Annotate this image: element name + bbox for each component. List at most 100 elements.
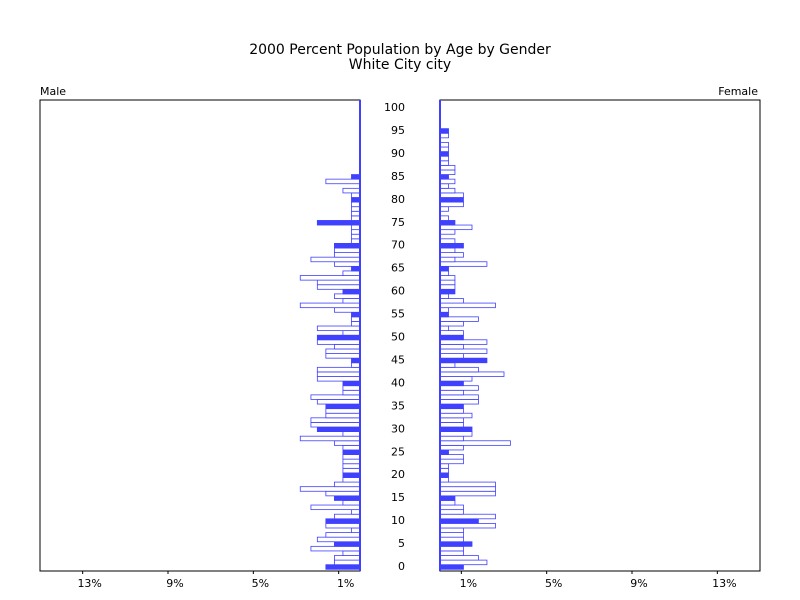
bar xyxy=(333,513,361,520)
bar xyxy=(439,229,456,235)
bar xyxy=(351,174,361,180)
bar xyxy=(439,412,473,419)
bar xyxy=(439,174,449,180)
bar xyxy=(439,243,464,249)
bar xyxy=(333,559,361,566)
bar xyxy=(342,187,361,194)
bar xyxy=(316,284,361,290)
age-label: 45 xyxy=(391,353,405,366)
bar xyxy=(351,192,361,198)
bar xyxy=(351,206,361,212)
bar xyxy=(439,330,464,336)
bar xyxy=(316,339,361,345)
bar xyxy=(316,366,361,373)
bar xyxy=(325,412,361,419)
bar xyxy=(439,532,464,538)
bar xyxy=(325,518,361,524)
bar xyxy=(316,334,361,341)
bar xyxy=(342,500,361,506)
bar xyxy=(439,371,505,377)
bar xyxy=(439,215,449,221)
bar xyxy=(439,550,464,556)
bar xyxy=(439,238,456,244)
bar xyxy=(325,532,361,538)
bar xyxy=(439,536,464,543)
bar xyxy=(351,201,361,208)
bar xyxy=(439,564,464,570)
bar xyxy=(439,486,496,492)
bar xyxy=(439,201,464,208)
bar xyxy=(316,371,361,377)
age-label: 65 xyxy=(391,262,405,275)
age-label: 100 xyxy=(384,101,405,114)
bar xyxy=(439,481,496,488)
bar xyxy=(439,151,449,157)
bar xyxy=(342,389,361,396)
panel-label: Female xyxy=(718,85,758,98)
age-label: 5 xyxy=(398,537,405,550)
bar xyxy=(299,275,361,281)
bar xyxy=(439,500,456,506)
bar xyxy=(439,187,456,194)
bar xyxy=(439,128,449,134)
bar xyxy=(342,463,361,469)
bar xyxy=(342,477,361,483)
panel-label: Male xyxy=(40,85,66,98)
bar xyxy=(439,403,464,410)
age-label: 15 xyxy=(391,491,405,504)
bar xyxy=(333,252,361,258)
bar xyxy=(439,321,464,327)
bar xyxy=(439,467,449,474)
bar xyxy=(342,550,361,556)
bar xyxy=(333,555,361,561)
bar xyxy=(316,399,361,405)
bar xyxy=(310,545,361,552)
bar xyxy=(439,399,479,405)
bar xyxy=(342,298,361,304)
bar xyxy=(342,431,361,437)
bar xyxy=(342,330,361,336)
bar xyxy=(351,233,361,240)
bar xyxy=(439,449,449,455)
bar xyxy=(325,522,361,529)
bar xyxy=(333,440,361,446)
bar xyxy=(351,311,361,318)
bar xyxy=(439,440,511,446)
bar xyxy=(439,343,464,350)
bar xyxy=(351,215,361,221)
bar xyxy=(439,353,464,359)
bar xyxy=(333,307,361,313)
bar xyxy=(439,270,449,276)
x-tick-label: 5% xyxy=(545,577,562,590)
bar xyxy=(351,357,361,364)
bar xyxy=(439,422,464,428)
bar xyxy=(333,261,361,267)
bar xyxy=(333,481,361,488)
age-label: 35 xyxy=(391,399,405,412)
bar xyxy=(439,541,473,547)
bar xyxy=(439,220,456,226)
bar xyxy=(439,362,456,368)
bar xyxy=(351,265,361,272)
bar xyxy=(439,559,488,566)
bar xyxy=(316,279,361,286)
bar xyxy=(299,302,361,309)
bar xyxy=(439,385,479,391)
bar xyxy=(316,536,361,543)
bar xyxy=(439,334,464,341)
bar xyxy=(439,261,488,267)
bar xyxy=(439,472,449,478)
bar xyxy=(333,343,361,350)
bar xyxy=(439,155,449,162)
bar xyxy=(439,197,464,203)
age-label: 30 xyxy=(391,422,405,435)
chart-subtitle: White City city xyxy=(349,57,451,73)
bar xyxy=(342,467,361,474)
bar xyxy=(351,509,361,515)
bar xyxy=(325,408,361,414)
bar xyxy=(439,426,473,432)
age-label: 25 xyxy=(391,445,405,458)
bar xyxy=(316,426,361,432)
age-label: 20 xyxy=(391,468,405,481)
bar xyxy=(439,380,464,387)
